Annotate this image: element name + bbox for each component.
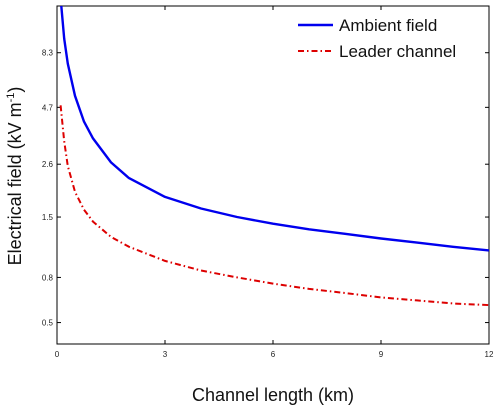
- y-tick-label: 0.8: [42, 273, 54, 282]
- y-tick-label: 2.6: [42, 160, 54, 169]
- y-tick-label: 0.5: [42, 319, 54, 328]
- x-tick-label: 12: [485, 350, 494, 359]
- y-axis-title-main: Electrical field (kV m: [5, 102, 25, 265]
- y-tick-label: 1.5: [42, 213, 54, 222]
- x-tick-label: 0: [55, 350, 60, 359]
- legend-label-leader-channel: Leader channel: [339, 42, 456, 61]
- series-lines: [59, 5, 490, 307]
- x-tick-label: 6: [271, 350, 276, 359]
- y-axis-title: Electrical field (kV m-1): [5, 87, 25, 266]
- x-tick-label: 9: [379, 350, 384, 359]
- y-axis-title-superscript: -1: [5, 93, 17, 103]
- series-line-leader-channel: [59, 105, 490, 307]
- series-line-ambient-field: [60, 5, 490, 252]
- x-tick-label: 3: [163, 350, 168, 359]
- y-tick-label: 8.3: [42, 49, 54, 58]
- legend-label-ambient-field: Ambient field: [339, 16, 437, 35]
- y-tick-label: 4.7: [42, 103, 54, 112]
- axis-ticks: 0 3 6 9 12 0.5 0.8 1.5 2.6 4.7 8.3: [42, 6, 494, 359]
- legend: Ambient field Leader channel: [298, 16, 456, 61]
- y-axis-title-close: ): [5, 87, 25, 93]
- x-axis-title: Channel length (km): [192, 385, 354, 405]
